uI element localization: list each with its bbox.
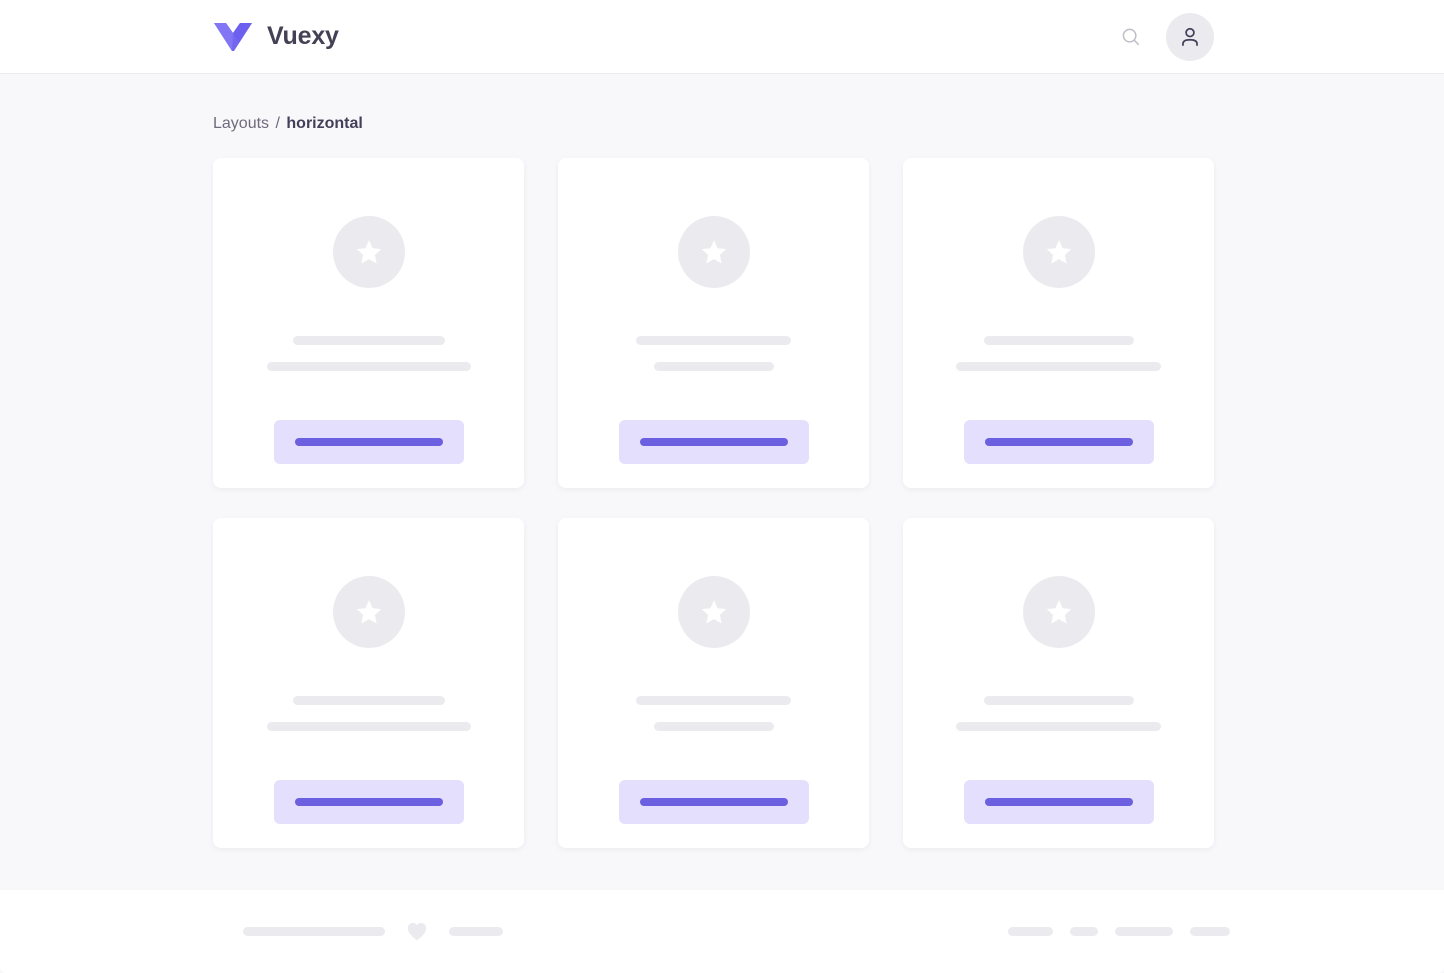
- card-avatar-placeholder: [677, 216, 750, 288]
- footer-left-group: [243, 920, 503, 943]
- footer: [0, 890, 1444, 973]
- card-grid: [213, 158, 1214, 848]
- star-icon: [1044, 597, 1074, 627]
- brand-name: Vuexy: [267, 22, 339, 50]
- button-label-placeholder: [294, 798, 443, 806]
- text-line-placeholder: [292, 696, 445, 705]
- button-label-placeholder: [294, 438, 443, 446]
- text-line-placeholder: [636, 696, 791, 705]
- text-line-placeholder: [292, 336, 445, 345]
- footer-bar-placeholder: [243, 927, 385, 936]
- text-line-placeholder: [653, 722, 774, 731]
- star-icon: [699, 597, 729, 627]
- card-text-placeholders: [558, 336, 869, 371]
- button-label-placeholder: [984, 438, 1133, 446]
- text-line-placeholder: [983, 696, 1134, 705]
- top-navbar: Vuexy: [0, 0, 1444, 74]
- skeleton-card: [558, 158, 869, 488]
- card-action-button[interactable]: [963, 780, 1154, 824]
- footer-bar-placeholder: [1115, 927, 1173, 936]
- breadcrumb-root[interactable]: Layouts: [213, 115, 270, 132]
- card-avatar-placeholder: [332, 576, 405, 648]
- footer-bar-placeholder: [1070, 927, 1098, 936]
- footer-bar-placeholder: [1190, 927, 1230, 936]
- text-line-placeholder: [956, 722, 1161, 731]
- skeleton-card: [213, 518, 524, 848]
- footer-bar-placeholder: [1008, 927, 1053, 936]
- card-action-button[interactable]: [273, 780, 464, 824]
- skeleton-card: [213, 158, 524, 488]
- text-line-placeholder: [266, 362, 471, 371]
- skeleton-card: [903, 158, 1214, 488]
- card-action-button[interactable]: [618, 420, 809, 464]
- text-line-placeholder: [266, 722, 471, 731]
- footer-right-group: [1008, 927, 1230, 936]
- card-avatar-placeholder: [332, 216, 405, 288]
- search-icon[interactable]: [1118, 24, 1144, 50]
- card-action-button[interactable]: [273, 420, 464, 464]
- card-avatar-placeholder: [1022, 216, 1095, 288]
- text-line-placeholder: [653, 362, 774, 371]
- card-action-button[interactable]: [618, 780, 809, 824]
- card-text-placeholders: [903, 696, 1214, 731]
- card-text-placeholders: [903, 336, 1214, 371]
- breadcrumb-separator: /: [275, 115, 280, 132]
- card-avatar-placeholder: [677, 576, 750, 648]
- star-icon: [354, 237, 384, 267]
- button-label-placeholder: [639, 798, 788, 806]
- card-action-button[interactable]: [963, 420, 1154, 464]
- button-label-placeholder: [984, 798, 1133, 806]
- avatar[interactable]: [1166, 12, 1214, 61]
- skeleton-card: [903, 518, 1214, 848]
- breadcrumb: Layouts / horizontal: [213, 113, 363, 135]
- card-avatar-placeholder: [1022, 576, 1095, 648]
- star-icon: [1044, 237, 1074, 267]
- breadcrumb-current: horizontal: [286, 115, 363, 132]
- card-text-placeholders: [213, 696, 524, 731]
- vuexy-v-logo-icon: [213, 21, 253, 53]
- star-icon: [699, 237, 729, 267]
- text-line-placeholder: [956, 362, 1161, 371]
- button-label-placeholder: [639, 438, 788, 446]
- star-icon: [354, 597, 384, 627]
- heart-icon: [405, 920, 429, 943]
- card-text-placeholders: [213, 336, 524, 371]
- brand[interactable]: Vuexy: [213, 21, 339, 53]
- footer-bar-placeholder: [449, 927, 503, 936]
- navbar-actions: [1118, 12, 1214, 61]
- text-line-placeholder: [636, 336, 791, 345]
- skeleton-card: [558, 518, 869, 848]
- card-text-placeholders: [558, 696, 869, 731]
- text-line-placeholder: [983, 336, 1134, 345]
